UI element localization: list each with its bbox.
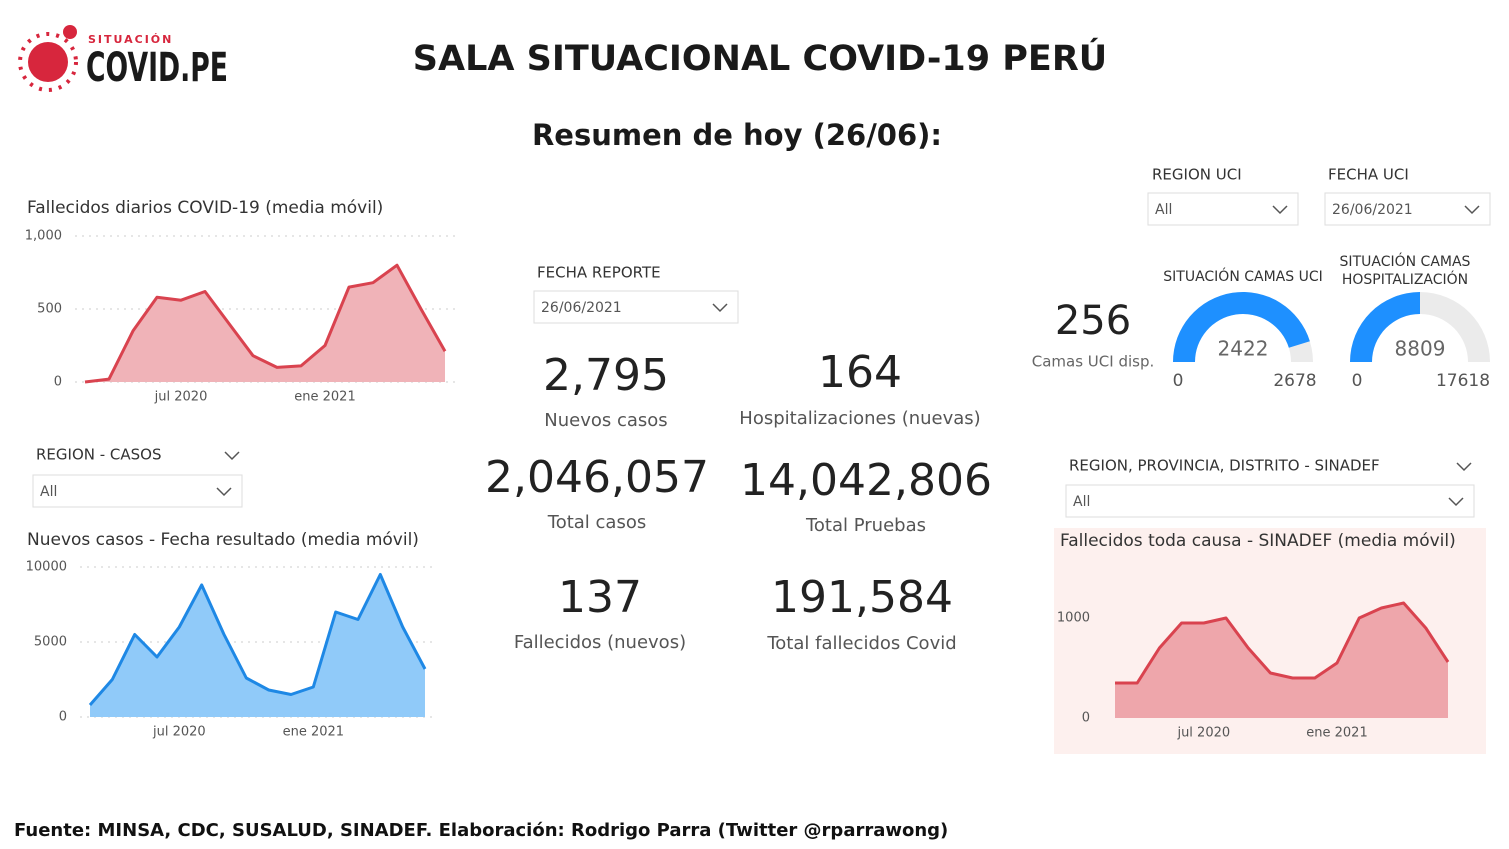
x-tick-label: jul 2020 [152, 725, 206, 740]
area [1115, 603, 1448, 718]
area [85, 265, 445, 382]
chevron[interactable] [216, 487, 232, 497]
x-tick-label: ene 2021 [294, 390, 355, 405]
kpi-label: Hospitalizaciones (nuevas) [739, 408, 980, 429]
kpi-label: Nuevos casos [544, 410, 667, 431]
kpi-value: 2,046,057 [485, 452, 709, 503]
footer: Fuente: MINSA, CDC, SUSALUD, SINADEF. El… [14, 820, 948, 841]
uci-available-label: Camas UCI disp. [1032, 353, 1155, 371]
y-tick-label: 0 [59, 710, 67, 725]
chart-title: Fallecidos diarios COVID-19 (media móvil… [27, 198, 383, 218]
gauge-max-label: 17618 [1436, 371, 1490, 391]
filter-label: FECHA UCI [1328, 166, 1409, 184]
chevron[interactable] [1464, 205, 1480, 215]
y-tick-label: 0 [54, 375, 62, 390]
kpi-value: 2,795 [543, 350, 669, 401]
gauge-min-label: 0 [1352, 371, 1363, 391]
logo-big: COVID.PE [86, 45, 228, 91]
kpi-value: 164 [818, 347, 902, 398]
y-tick-label: 10000 [26, 560, 67, 575]
kpi-label: Total Pruebas [805, 515, 926, 536]
x-tick-label: ene 2021 [1306, 726, 1367, 741]
logo-small: SITUACIÓN [88, 33, 173, 46]
chevron[interactable] [712, 303, 728, 313]
filter-value: All [1155, 202, 1172, 218]
filter-value: All [1073, 494, 1090, 510]
y-tick-label: 0 [1082, 711, 1090, 726]
filter-value: 26/06/2021 [541, 300, 622, 316]
logo: SITUACIÓN COVID.PE [18, 25, 228, 92]
kpi-value: 14,042,806 [740, 455, 992, 506]
filter-label: REGION, PROVINCIA, DISTRITO - SINADEF [1069, 457, 1380, 475]
filter-label: FECHA REPORTE [537, 264, 661, 282]
title: SALA SITUACIONAL COVID-19 PERÚ [413, 37, 1107, 79]
gauge-min-label: 0 [1173, 371, 1184, 391]
y-tick-label: 5000 [34, 635, 67, 650]
chart-title: Nuevos casos - Fecha resultado (media mó… [27, 530, 419, 550]
filter-value: 26/06/2021 [1332, 202, 1413, 218]
line [88, 573, 427, 706]
filter-label: REGION - CASOS [36, 446, 162, 464]
gauge-value [1173, 292, 1310, 362]
chevron[interactable] [1456, 462, 1472, 472]
gauge-title: SITUACIÓN CAMAS UCI [1163, 267, 1323, 285]
gauge-title: SITUACIÓN CAMAS [1340, 252, 1471, 270]
line [1115, 601, 1450, 685]
x-tick-label: jul 2020 [1176, 726, 1230, 741]
gauge-value-label: 8809 [1395, 337, 1446, 361]
chevron[interactable] [1448, 497, 1464, 507]
chevron[interactable] [224, 451, 240, 461]
filter-dropdown[interactable] [1147, 192, 1299, 226]
filter-value: All [40, 484, 57, 500]
y-tick-label: 1000 [1057, 611, 1090, 626]
kpi-label: Total fallecidos Covid [766, 633, 956, 654]
kpi-label: Total casos [547, 512, 646, 533]
x-tick-label: ene 2021 [283, 725, 344, 740]
kpi-label: Fallecidos (nuevos) [514, 632, 686, 653]
logo-spikes [18, 32, 78, 92]
filter-dropdown[interactable] [1065, 484, 1475, 518]
line [84, 263, 447, 384]
filter-dropdown[interactable] [1324, 192, 1491, 226]
kpi-value: 137 [558, 572, 642, 623]
uci-available-value: 256 [1055, 298, 1131, 344]
gauge-max-label: 2678 [1273, 371, 1316, 391]
area [90, 574, 425, 717]
filter-dropdown[interactable] [32, 474, 243, 508]
logo-dot [63, 25, 77, 39]
kpi-value: 191,584 [771, 572, 953, 623]
filter-label: REGION UCI [1152, 166, 1242, 184]
filter-dropdown[interactable] [533, 290, 739, 324]
x-tick-label: jul 2020 [154, 390, 208, 405]
gauge-value-label: 2422 [1218, 337, 1269, 361]
chart-title: Fallecidos toda causa - SINADEF (media m… [1060, 531, 1456, 551]
subtitle: Resumen de hoy (26/06): [532, 118, 942, 152]
logo-virus [28, 42, 68, 82]
gauge-title: HOSPITALIZACIÓN [1342, 270, 1468, 288]
y-tick-label: 1,000 [25, 229, 62, 244]
y-tick-label: 500 [37, 302, 62, 317]
chevron[interactable] [1272, 205, 1288, 215]
gauge-value [1350, 292, 1420, 362]
